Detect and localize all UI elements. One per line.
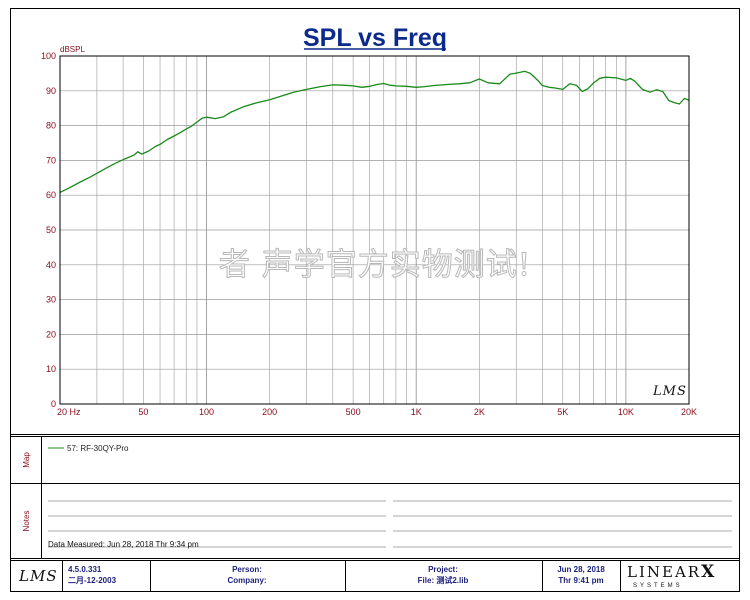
y-tick-label: 40: [46, 260, 56, 270]
y-tick-label: 70: [46, 155, 56, 165]
y-tick-label: 20: [46, 329, 56, 339]
footer-file-label: File: 测试2.lib: [418, 575, 469, 585]
y-axis-ticks: 0 10 20 30 40 50 60 70 80 90 100: [41, 51, 56, 409]
series-layer: [59, 70, 690, 193]
series-line: [59, 70, 690, 193]
footer-brand-text: LINEAR: [627, 563, 701, 581]
notes-lines: [48, 500, 732, 548]
footer-time: Thr 9:41 pm: [558, 576, 603, 585]
x-tick-label: 5K: [557, 407, 568, 417]
footer-lms-logo: LMS: [18, 567, 58, 585]
footer-company-label: Company:: [227, 576, 266, 585]
x-tick-label: 20 Hz: [57, 407, 81, 417]
footer-brand: LINEARX: [627, 562, 716, 582]
x-tick-label: 50: [138, 407, 148, 417]
legend-entry: 57: RF-30QY-Pro: [67, 444, 129, 453]
y-tick-label: 0: [51, 399, 56, 409]
watermark-text: 者 声学官方实物测试!: [219, 247, 531, 283]
plot-lms-logo: LMS: [652, 384, 687, 399]
x-tick-label: 500: [346, 407, 361, 417]
page-frame: [10, 8, 740, 592]
footer-project-label: Project:: [428, 565, 458, 574]
x-tick-label: 200: [262, 407, 277, 417]
x-tick-label: 1K: [411, 407, 422, 417]
y-tick-label: 80: [46, 121, 56, 131]
footer-brand-x: X: [701, 562, 716, 582]
y-tick-label: 50: [46, 225, 56, 235]
map-section-label: Map: [22, 452, 31, 468]
footer-date: Jun 28, 2018: [557, 565, 605, 574]
x-tick-label: 20K: [681, 407, 697, 417]
y-tick-label: 90: [46, 86, 56, 96]
plot-area: 者 声学官方实物测试! LMS: [59, 55, 690, 405]
footer-version-date: 二月-12-2003: [68, 576, 117, 585]
y-tick-label: 10: [46, 364, 56, 374]
y-tick-label: 60: [46, 190, 56, 200]
y-tick-label: 30: [46, 295, 56, 305]
footer-person-label: Person:: [232, 565, 262, 574]
data-measured-text: Data Measured: Jun 28, 2018 Thr 9:34 pm: [48, 540, 199, 549]
y-axis-unit: dBSPL: [60, 45, 85, 54]
grid-lines: [59, 55, 690, 405]
chart-title: SPL vs Freq: [303, 24, 447, 52]
x-axis-ticks: 20 Hz 50 100 200 500 1K 2K 5K 10K 20K: [57, 407, 697, 417]
notes-section-label: Notes: [22, 511, 31, 532]
plot-border: [59, 55, 690, 405]
footer-version: 4.5.0.331: [68, 565, 102, 574]
footer-brand-sub: SYSTEMS: [633, 583, 683, 589]
x-tick-label: 2K: [474, 407, 485, 417]
footer: LMS 4.5.0.331 二月-12-2003 Person: Company…: [18, 561, 716, 591]
y-tick-label: 100: [41, 51, 56, 61]
x-tick-label: 100: [199, 407, 214, 417]
x-tick-label: 10K: [618, 407, 634, 417]
